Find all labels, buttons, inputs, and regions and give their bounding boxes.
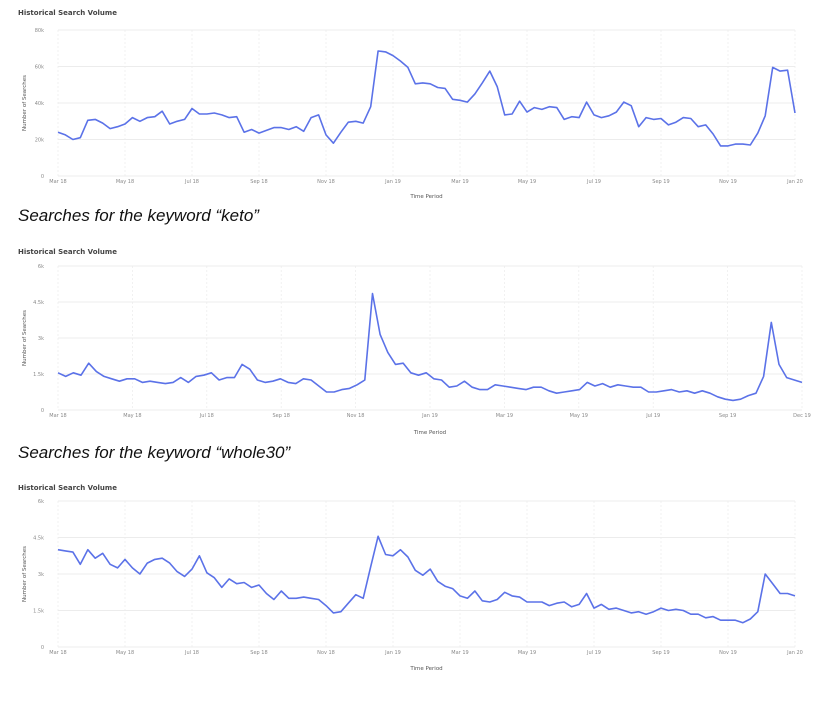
series-line — [57, 535, 796, 624]
x-tick-label: Nov 18 — [317, 179, 335, 185]
x-tick-label: Jan 19 — [384, 179, 401, 185]
line-chart: 0 1.5k 3k 4.5k 6k Mar 18 May 18 Jul 18 Sep 18 Nov… — [22, 264, 811, 436]
x-tick-label: Sep 18 — [273, 413, 290, 419]
x-tick-label: Jan 20 — [786, 650, 803, 656]
y-tick-label: 4.5k — [33, 300, 44, 306]
chart-title: Historical Search Volume — [18, 484, 117, 492]
y-tick-label: 80k — [35, 28, 44, 34]
y-tick-label: 6k — [38, 264, 44, 270]
x-tick-label: Sep 19 — [719, 413, 736, 419]
x-tick-label: Mar 18 — [49, 179, 66, 185]
y-tick-label: 6k — [38, 499, 44, 505]
chart-title: Historical Search Volume — [18, 248, 117, 256]
y-tick-label: 3k — [38, 572, 44, 578]
chart-caption: Searches for the keyword “keto” — [18, 206, 259, 225]
x-tick-label: Jan 20 — [786, 179, 803, 185]
y-tick-label: 60k — [35, 65, 44, 71]
x-tick-label: Jul 18 — [184, 179, 199, 185]
chart-panel-1: Historical Search Volume 0 20k 40k 60k 80k Ma… — [0, 0, 823, 205]
chart-caption: Searches for the keyword “whole30” — [18, 443, 291, 462]
y-axis-label: Number of Searches — [22, 310, 28, 366]
x-tick-label: May 18 — [123, 413, 141, 419]
line-chart: 0 1.5k 3k 4.5k 6k Mar 18 May 18 Jul 18 Sep 18 Nov… — [22, 499, 803, 672]
y-axis-label: Number of Searches — [22, 546, 28, 602]
y-axis-label: Number of Searches — [22, 75, 28, 131]
x-tick-label: Jul 19 — [645, 413, 660, 419]
x-axis-label: Time Period — [413, 430, 446, 436]
y-tick-label: 0 — [41, 645, 44, 651]
x-tick-label: Nov 18 — [347, 413, 365, 419]
x-tick-label: May 19 — [518, 179, 536, 185]
x-tick-label: Mar 18 — [49, 650, 66, 656]
x-tick-label: Jul 19 — [586, 650, 601, 656]
x-tick-label: Mar 18 — [49, 413, 66, 419]
y-tick-label: 0 — [41, 174, 44, 180]
x-tick-label: Jul 19 — [586, 179, 601, 185]
x-tick-label: Nov 18 — [317, 650, 335, 656]
line-chart: 0 20k 40k 60k 80k Mar 18 May 18 Jul 18 Sep 18 Nov… — [22, 28, 803, 200]
x-tick-label: Sep 18 — [250, 650, 267, 656]
x-tick-label: Sep 19 — [652, 650, 669, 656]
x-axis-label: Time Period — [409, 666, 442, 672]
x-axis-label: Time Period — [409, 194, 442, 200]
x-tick-label: May 18 — [116, 179, 134, 185]
x-tick-label: Jul 18 — [184, 650, 199, 656]
y-tick-label: 3k — [38, 336, 44, 342]
x-tick-label: Mar 19 — [451, 650, 468, 656]
y-tick-label: 1.5k — [33, 372, 44, 378]
y-tick-label: 40k — [35, 101, 44, 107]
chart-panel-2: Historical Search Volume 0 1.5k 3k 4.5k 6k Ma… — [0, 243, 823, 443]
x-tick-label: Sep 18 — [250, 179, 267, 185]
series-line — [57, 50, 796, 147]
x-tick-label: Jan 19 — [384, 650, 401, 656]
x-tick-label: Jul 18 — [199, 413, 214, 419]
x-tick-label: Mar 19 — [451, 179, 468, 185]
x-tick-label: May 19 — [570, 413, 588, 419]
series-line — [57, 292, 803, 402]
x-tick-label: Dec 19 — [793, 413, 811, 419]
x-tick-label: Nov 19 — [719, 179, 737, 185]
x-tick-label: Sep 19 — [652, 179, 669, 185]
chart-panel-3: Historical Search Volume 0 1.5k 3k 4.5k 6k Ma… — [0, 481, 823, 681]
y-tick-label: 4.5k — [33, 536, 44, 542]
x-tick-label: May 19 — [518, 650, 536, 656]
chart-title: Historical Search Volume — [18, 9, 117, 17]
x-tick-label: May 18 — [116, 650, 134, 656]
y-tick-label: 0 — [41, 408, 44, 414]
x-tick-label: Nov 19 — [719, 650, 737, 656]
y-tick-label: 20k — [35, 138, 44, 144]
y-tick-label: 1.5k — [33, 609, 44, 615]
x-tick-label: Mar 19 — [496, 413, 513, 419]
x-tick-label: Jan 19 — [421, 413, 438, 419]
